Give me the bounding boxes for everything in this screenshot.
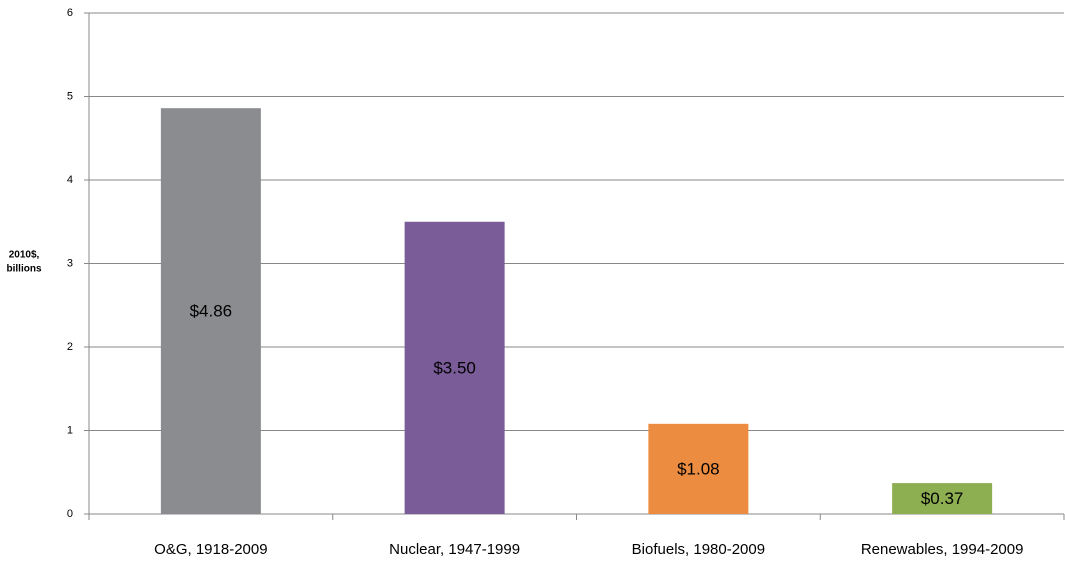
data-label: $0.37 [921,489,964,508]
y-tick-label: 1 [67,424,73,436]
x-tick-label: O&G, 1918-2009 [154,541,267,558]
y-tick-label: 3 [67,257,73,269]
data-label: $3.50 [433,358,476,377]
y-tick-label: 4 [67,174,73,186]
bar [160,108,261,514]
y-tick-label: 6 [67,7,73,19]
bar [648,423,749,514]
y-tick-label: 2 [67,341,73,353]
bar [892,483,993,514]
y-axis-label: billions [7,264,42,275]
data-label: $1.08 [677,459,720,478]
bar [404,221,505,514]
x-tick-label: Nuclear, 1947-1999 [389,541,520,558]
y-tick-label: 0 [67,508,73,520]
x-tick-label: Biofuels, 1980-2009 [632,541,765,558]
x-tick-label: Renewables, 1994-2009 [861,541,1024,558]
data-label: $4.86 [190,302,233,321]
y-tick-label: 5 [67,90,73,102]
y-axis-label: 2010$, [9,250,40,261]
